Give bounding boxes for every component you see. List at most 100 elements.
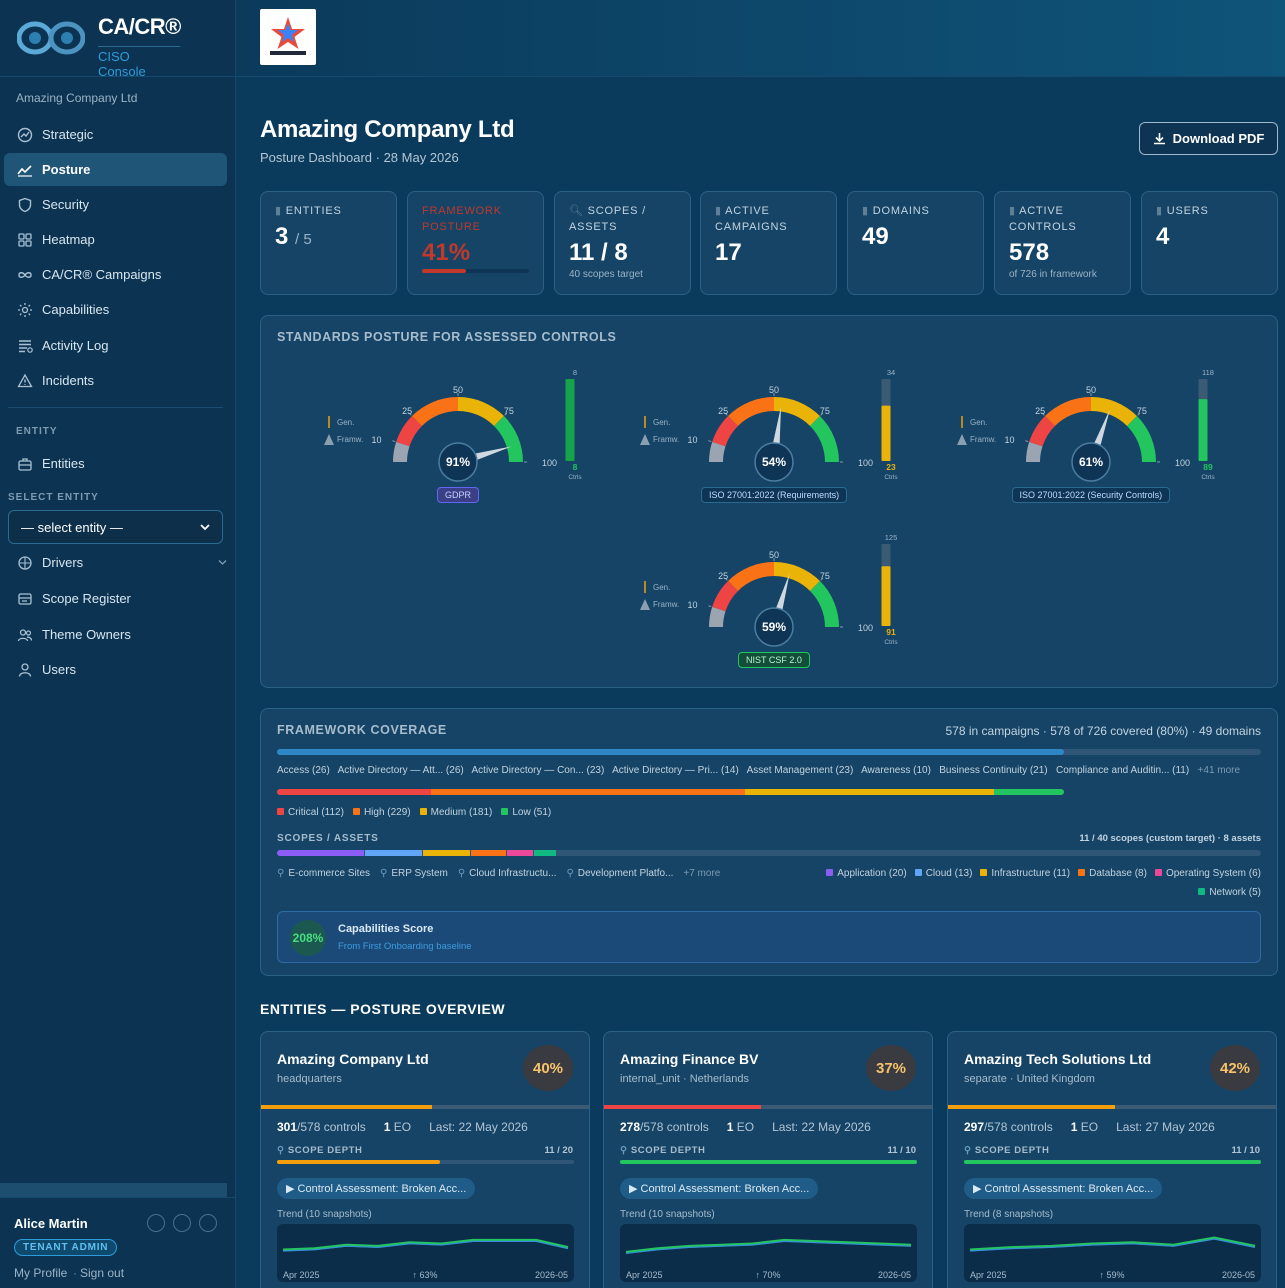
grid-icon[interactable] <box>147 1214 165 1232</box>
entity-card[interactable]: Amazing Tech Solutions Ltd separate · Un… <box>947 1031 1277 1288</box>
severity-segment <box>745 789 994 795</box>
legend-framw-mark <box>640 434 650 445</box>
legend-swatch <box>980 869 988 876</box>
gauge-svg: 10 25 50 75 100 59% Gen. Framw. <box>640 550 873 647</box>
main-content: Amazing Company Ltd Posture Dashboard · … <box>236 77 1285 1288</box>
campaign-tag[interactable]: ▶ Control Assessment: Broken Acc... <box>277 1178 476 1199</box>
standard-name-pill[interactable]: ISO 27001:2022 (Security Controls) <box>1011 487 1171 503</box>
gauge-tick <box>724 412 728 416</box>
gauge-1[interactable]: 10 25 50 75 100 54% Gen. Framw. 34 23 Ctrls ISO 270… <box>593 364 898 534</box>
standard-name-pill[interactable]: ISO 27001:2022 (Requirements) <box>701 487 848 503</box>
sidebar: CA/CR® CISO Console Amazing Company Ltd … <box>0 0 236 1288</box>
gauge-tick-label: 75 <box>820 571 830 581</box>
controls-bar-fill <box>1198 399 1208 461</box>
page-subtitle: Posture Dashboard · 28 May 2026 <box>260 150 459 165</box>
sidebar-item-incidents[interactable]: Incidents <box>4 364 227 397</box>
sidebar-item-campaigns[interactable]: CA/CR® Campaigns <box>4 258 227 291</box>
entity-card[interactable]: Amazing Finance BV internal_unit · Nethe… <box>603 1031 933 1288</box>
search-icon: ⚲ <box>277 1145 285 1156</box>
role-badge: TENANT ADMIN <box>14 1239 118 1256</box>
kpi-scopes-assets[interactable]: 🔍︎ SCOPES / ASSETS 11 / 8 40 scopes targ… <box>554 191 691 295</box>
assets-more[interactable]: +7 more <box>683 868 721 879</box>
gauge-band-1 <box>712 581 739 612</box>
asset-item[interactable]: ⚲ Development Platfo... <box>566 868 674 879</box>
legend-swatch <box>352 808 360 815</box>
domain-list: Access (26) Active Directory — Att... (2… <box>277 765 1241 776</box>
sidebar-item-strategic[interactable]: Strategic <box>4 118 227 151</box>
campaign-tag[interactable]: ▶ Control Assessment: Broken Acc... <box>620 1178 819 1199</box>
download-pdf-button[interactable]: Download PDF <box>1139 122 1278 155</box>
campaign-tag[interactable]: ▶ Control Assessment: Broken Acc... <box>964 1178 1163 1199</box>
gauge-3[interactable]: 10 25 50 75 100 59% Gen. Framw. 125 91 Ctrls NIST C… <box>593 529 898 699</box>
controls-bar <box>565 379 575 461</box>
app-subtitle: CISO Console <box>98 46 180 79</box>
sidebar-item-heatmap[interactable]: Heatmap <box>4 223 227 256</box>
controls-bar <box>881 379 891 461</box>
asset-item[interactable]: ⚲ Cloud Infrastructu... <box>457 868 557 879</box>
sidebar-item-security[interactable]: Security <box>4 188 227 221</box>
kpi-label: ▮ DOMAINS <box>862 205 930 217</box>
topbar <box>236 0 1285 77</box>
severity-legend-item: Low (51) <box>501 807 551 818</box>
sidebar-item-label: Drivers <box>42 555 84 570</box>
register-icon <box>18 592 32 605</box>
sidebar-item-theme-owners[interactable]: Theme Owners <box>4 618 227 651</box>
severity-segment <box>430 789 746 795</box>
asset-item[interactable]: ⚲ ERP System <box>380 868 448 879</box>
kpi-active-campaigns[interactable]: ▮ ACTIVE CAMPAIGNS 17 <box>700 191 837 295</box>
kpi-framework-posture[interactable]: FRAMEWORK POSTURE 41% <box>407 191 544 295</box>
scope-segment <box>534 850 557 856</box>
kpi-entities[interactable]: ▮ ENTITIES 3 / 5 <box>260 191 397 295</box>
grid-icon <box>18 232 32 247</box>
entity-posture-pct: 37% <box>866 1045 916 1091</box>
sidebar-item-drivers[interactable]: Drivers <box>4 546 227 579</box>
scopes-legend: Application (20) Cloud (13) Infrastructure… <box>791 868 1261 898</box>
kpi-active-controls[interactable]: ▮ ACTIVE CONTROLS 578 of 726 in framewor… <box>994 191 1131 295</box>
gauge-0[interactable]: 10 25 50 75 100 91% Gen. Framw. 8 8 Ctrls GDPR <box>277 364 582 534</box>
entity-select[interactable]: — select entity — <box>8 510 223 544</box>
sidebar-scrollbar[interactable] <box>0 1183 227 1197</box>
sign-out-link[interactable]: Sign out <box>80 1266 125 1280</box>
entity-last: Last: 22 May 2026 <box>429 1120 528 1134</box>
kpi-users[interactable]: ▮ USERS 4 <box>1141 191 1278 295</box>
capabilities-card[interactable]: 208% Capabilities Score From First Onboa… <box>277 911 1261 963</box>
entity-location: internal_unit · Netherlands <box>620 1073 750 1085</box>
trend-line <box>282 1238 569 1252</box>
standard-name-pill[interactable]: GDPR <box>437 487 480 503</box>
gauge-svg: 10 25 50 75 100 91% Gen. Framw. <box>324 385 557 482</box>
scope-legend-item: Network (5) <box>1198 887 1261 898</box>
sidebar-item-posture[interactable]: Posture <box>4 153 227 186</box>
asset-item[interactable]: ⚲ E-commerce Sites <box>277 868 371 879</box>
gauge-band-2 <box>412 397 459 427</box>
app-logo-icon[interactable] <box>17 18 85 58</box>
kpi-domains[interactable]: ▮ DOMAINS 49 <box>847 191 984 295</box>
sun-icon[interactable] <box>199 1214 217 1232</box>
gauge-tick <box>408 412 412 416</box>
entity-card[interactable]: Amazing Company Ltd headquarters 40% 301… <box>260 1031 590 1288</box>
sidebar-item-capabilities[interactable]: Capabilities <box>4 293 227 326</box>
sidebar-item-users[interactable]: Users <box>4 653 227 686</box>
sidebar-item-entities[interactable]: Entities <box>4 447 227 480</box>
sidebar-item-scope-register[interactable]: Scope Register <box>4 582 227 615</box>
gauge-tick <box>820 577 824 581</box>
gauge-2[interactable]: 10 25 50 75 100 61% Gen. Framw. 118 89 Ctrls ISO 27… <box>910 364 1215 534</box>
entity-eo: 1 EO <box>1070 1120 1099 1134</box>
gauge-band-2 <box>728 397 775 427</box>
my-profile-link[interactable]: My Profile <box>14 1266 68 1280</box>
legend-framw-mark <box>640 599 650 610</box>
trend-axis-label: 2026-05 <box>878 1270 911 1280</box>
gauge-band-1 <box>396 416 423 447</box>
gauge-tick <box>392 440 396 443</box>
globe-icon <box>18 555 32 570</box>
entity-name: Amazing Finance BV <box>620 1051 759 1067</box>
search-icon: ⚲ <box>620 1145 628 1156</box>
gauge-tick <box>708 605 712 608</box>
entity-posture-pct: 42% <box>1210 1045 1260 1091</box>
gauge-tick <box>708 440 712 443</box>
controls-total: 8 <box>572 368 578 377</box>
sidebar-item-activity-log[interactable]: Activity Log <box>4 329 227 362</box>
org-name: Amazing Company Ltd <box>16 91 138 105</box>
lightbulb-icon[interactable] <box>173 1214 191 1232</box>
standard-name-pill[interactable]: NIST CSF 2.0 <box>738 652 810 668</box>
sidebar-item-label: CA/CR® Campaigns <box>42 267 162 282</box>
